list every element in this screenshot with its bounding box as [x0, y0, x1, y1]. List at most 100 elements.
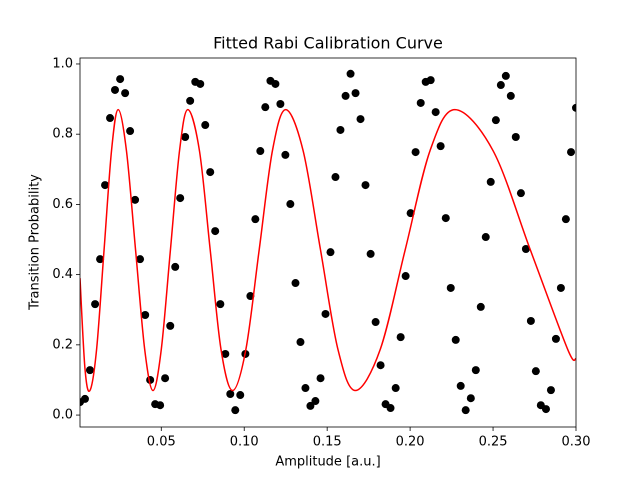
data-point: [351, 89, 360, 98]
data-point: [236, 391, 245, 400]
data-point: [431, 108, 440, 117]
data-point: [476, 302, 485, 311]
data-point: [85, 366, 94, 375]
data-point: [496, 81, 505, 90]
data-point: [386, 404, 395, 413]
data-point: [516, 189, 525, 198]
y-tick-label: 0.0: [52, 408, 73, 423]
data-point: [161, 374, 170, 383]
data-point: [106, 114, 115, 123]
x-tick-label: 0.30: [562, 435, 591, 450]
data-point: [426, 76, 435, 85]
data-point: [551, 334, 560, 343]
data-point: [201, 121, 210, 130]
y-tick-label: 0.8: [52, 127, 73, 142]
data-point: [231, 406, 240, 415]
data-point: [531, 367, 540, 376]
data-point: [171, 262, 180, 271]
data-point: [567, 148, 576, 157]
data-point: [136, 255, 145, 264]
data-point: [371, 318, 380, 327]
data-point: [561, 215, 570, 224]
data-point: [216, 300, 225, 309]
y-tick-label: 0.2: [52, 337, 73, 352]
data-point: [296, 338, 305, 347]
data-point: [456, 381, 465, 390]
data-point: [246, 292, 255, 301]
data-point: [361, 181, 370, 190]
data-point: [196, 79, 205, 88]
data-point: [176, 194, 185, 203]
data-point: [80, 394, 89, 403]
data-point: [316, 374, 325, 383]
data-point: [341, 91, 350, 100]
data-point: [251, 215, 260, 224]
data-point: [556, 283, 565, 292]
data-point: [411, 148, 420, 157]
data-point: [281, 150, 290, 159]
fit-line: [80, 108, 576, 392]
data-point: [396, 333, 405, 342]
data-point: [491, 116, 500, 125]
data-point: [291, 279, 300, 288]
data-point: [286, 200, 295, 209]
data-point: [111, 85, 120, 94]
data-point: [401, 272, 410, 281]
x-tick-label: 0.25: [479, 435, 508, 450]
x-tick-label: 0.15: [313, 435, 342, 450]
data-point: [541, 405, 550, 414]
data-point: [101, 181, 110, 190]
data-point: [481, 233, 490, 242]
data-point: [311, 397, 320, 406]
y-tick-label: 0.4: [52, 267, 73, 282]
data-point: [391, 384, 400, 393]
plot-area: [80, 69, 576, 415]
data-point: [91, 300, 100, 309]
x-tick-label: 0.10: [230, 435, 259, 450]
data-point: [486, 177, 495, 186]
x-tick-label: 0.20: [396, 435, 425, 450]
data-point: [346, 69, 355, 78]
data-point: [211, 227, 220, 236]
data-point: [441, 214, 450, 223]
data-point: [156, 401, 165, 410]
data-point: [526, 316, 535, 325]
data-point: [141, 311, 150, 320]
data-point: [306, 401, 315, 410]
data-point: [166, 321, 175, 330]
data-point: [471, 366, 480, 375]
x-tick-label: 0.05: [147, 435, 176, 450]
data-point: [356, 115, 365, 124]
data-point: [436, 142, 445, 151]
data-point: [336, 125, 345, 134]
data-point: [186, 96, 195, 105]
data-point: [451, 335, 460, 344]
data-point: [461, 406, 470, 415]
data-point: [366, 249, 375, 258]
data-point: [301, 384, 310, 393]
data-point: [221, 349, 230, 358]
data-point: [226, 389, 235, 398]
data-point: [96, 255, 105, 264]
data-point: [506, 91, 515, 100]
data-point: [331, 173, 340, 182]
data-point: [271, 79, 280, 88]
data-point: [181, 132, 190, 141]
data-point: [416, 98, 425, 107]
data-point: [546, 386, 555, 395]
data-point: [116, 75, 125, 84]
data-point: [376, 361, 385, 370]
data-point: [121, 89, 130, 98]
data-point: [131, 195, 140, 204]
data-point: [206, 168, 215, 177]
data-point: [126, 127, 135, 136]
y-tick-label: 1.0: [52, 56, 73, 71]
data-point: [446, 283, 455, 292]
x-axis-label: Amplitude [a.u.]: [275, 455, 380, 470]
chart-title: Fitted Rabi Calibration Curve: [213, 34, 443, 53]
data-point: [256, 147, 265, 156]
data-point: [501, 71, 510, 80]
data-point: [466, 394, 475, 403]
